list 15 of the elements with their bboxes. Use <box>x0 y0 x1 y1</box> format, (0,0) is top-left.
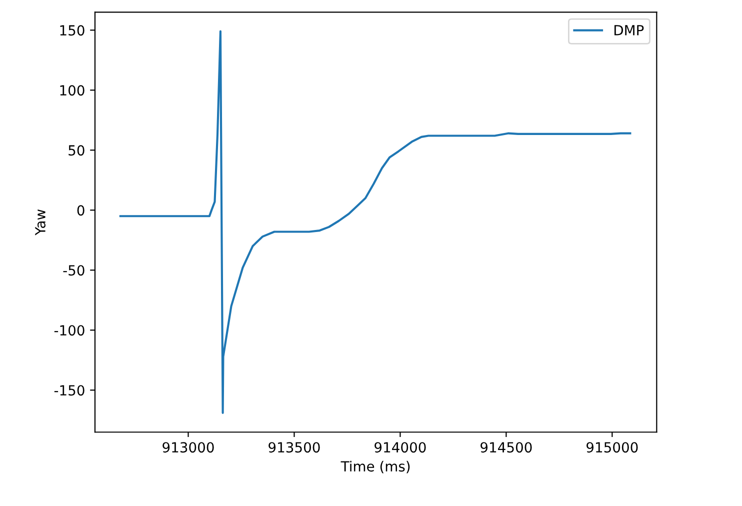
y-tick-label: -50 <box>63 265 84 276</box>
x-tick-label: 914000 <box>374 442 426 453</box>
x-tick-label: 913500 <box>268 442 320 453</box>
y-axis-title: Yaw <box>35 209 46 236</box>
y-tick-label: 100 <box>60 85 84 96</box>
x-tick-label: 915000 <box>586 442 638 453</box>
x-tick-label: 913000 <box>162 442 214 453</box>
y-tick-label: -150 <box>54 385 84 396</box>
x-axis-title: Time (ms) <box>340 460 410 474</box>
legend-label: DMP <box>614 25 644 36</box>
y-tick-label: 150 <box>60 25 84 36</box>
x-tick-label: 914500 <box>480 442 532 453</box>
y-tick-label: -100 <box>54 325 84 336</box>
y-tick-label: 50 <box>68 145 84 156</box>
y-tick-label: 0 <box>77 205 84 216</box>
